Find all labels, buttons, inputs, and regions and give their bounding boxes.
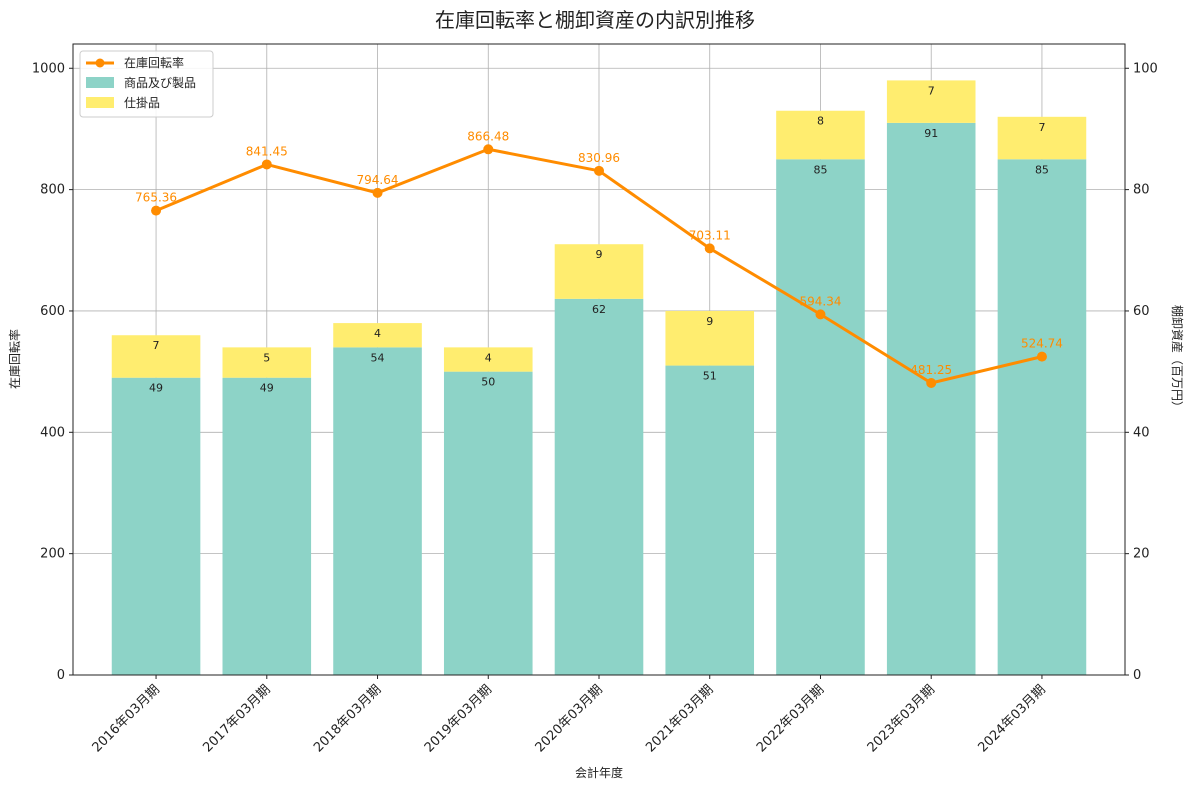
bar-wip — [443, 347, 533, 372]
bar-layer: 49 7 49 5 54 4 50 4 62 9 51 9 85 8 91 7 85 7 — [111, 80, 1087, 676]
turnover-label: 866.48 — [467, 129, 509, 143]
turnover-point — [261, 159, 272, 170]
x-tick-label: 2017年03月期 — [200, 682, 273, 755]
y-axis-right-label: 棚卸資産（百万円） — [1170, 305, 1185, 413]
legend-bar-swatch — [86, 77, 114, 88]
bar-wip — [111, 335, 201, 378]
x-axis-label: 会計年度 — [575, 765, 623, 780]
y-left-tick-label: 1000 — [32, 61, 65, 76]
y-right-tick-label: 40 — [1133, 425, 1150, 440]
chart-title: 在庫回転率と棚卸資産の内訳別推移 — [435, 8, 755, 32]
bar-products-label: 51 — [703, 370, 717, 383]
bar-products — [222, 377, 312, 675]
bar-products — [776, 159, 865, 676]
turnover-label: 794.64 — [357, 173, 399, 187]
legend-bar-swatch — [86, 97, 114, 108]
x-tick-label: 2023年03月期 — [865, 682, 938, 755]
turnover-point — [483, 144, 494, 155]
bar-wip — [665, 310, 755, 366]
turnover-label: 481.25 — [910, 363, 952, 377]
turnover-label: 703.11 — [689, 228, 731, 242]
bar-products — [665, 365, 755, 675]
x-tick-label: 2018年03月期 — [311, 682, 384, 755]
legend-label: 商品及び製品 — [124, 75, 196, 90]
bar-products — [333, 347, 422, 675]
y-axis-left-label: 在庫回転率 — [7, 329, 22, 389]
bar-wip — [333, 323, 422, 348]
turnover-label: 841.45 — [246, 144, 288, 158]
bar-products-label: 49 — [149, 382, 163, 395]
y-right-tick-label: 20 — [1133, 547, 1150, 562]
bar-wip — [776, 110, 865, 160]
bar-wip-label: 5 — [263, 351, 270, 364]
turnover-label: 830.96 — [578, 151, 620, 165]
bar-products-label: 50 — [481, 376, 495, 389]
bar-wip-label: 7 — [1038, 121, 1045, 134]
bar-wip-label: 4 — [374, 327, 381, 340]
y-right-tick-label: 100 — [1133, 61, 1158, 76]
bar-wip-label: 8 — [817, 115, 824, 128]
turnover-point — [372, 187, 383, 198]
y-right-tick-label: 0 — [1133, 668, 1141, 683]
bar-products — [997, 159, 1087, 676]
x-tick-label: 2016年03月期 — [90, 682, 163, 755]
bar-products-label: 62 — [592, 303, 606, 316]
x-tick-label: 2020年03月期 — [533, 682, 606, 755]
bar-products-label: 54 — [371, 351, 385, 364]
turnover-label: 524.74 — [1021, 337, 1063, 351]
bar-products-label: 91 — [924, 127, 938, 140]
turnover-label: 765.36 — [135, 191, 177, 205]
bar-wip — [222, 347, 312, 378]
turnover-point — [704, 243, 715, 254]
line-layer: 765.36 841.45 794.64 866.48 830.96 703.11 594.… — [135, 129, 1063, 389]
legend-label: 仕掛品 — [124, 95, 160, 110]
bar-products — [886, 122, 976, 675]
bar-wip-label: 9 — [596, 248, 603, 261]
x-tick-label: 2024年03月期 — [975, 682, 1048, 755]
bar-products-label: 85 — [813, 163, 827, 176]
turnover-label: 594.34 — [799, 294, 841, 308]
turnover-point — [1036, 351, 1047, 362]
bar-products-label: 85 — [1035, 163, 1049, 176]
y-right-tick-label: 80 — [1133, 183, 1150, 198]
bar-products — [554, 298, 644, 675]
x-tick-label: 2021年03月期 — [643, 682, 716, 755]
turnover-point — [151, 205, 162, 216]
y-left-tick-label: 800 — [40, 183, 65, 198]
bar-wip-label: 7 — [928, 84, 935, 97]
y-left-tick-label: 200 — [40, 547, 65, 562]
bar-wip — [997, 116, 1087, 160]
turnover-point — [926, 378, 937, 389]
y-left-tick-label: 0 — [57, 668, 65, 683]
bar-wip-label: 7 — [153, 339, 160, 352]
bar-products — [443, 371, 533, 675]
legend-label: 在庫回転率 — [124, 55, 184, 70]
y-right-tick-label: 60 — [1133, 304, 1150, 319]
bar-wip-label: 9 — [706, 315, 713, 328]
bar-wip — [886, 80, 976, 123]
turnover-point — [815, 309, 826, 320]
turnover-point — [594, 165, 604, 176]
x-tick-label: 2019年03月期 — [422, 682, 495, 755]
legend-line-marker — [95, 58, 105, 68]
y-left-tick-label: 600 — [40, 304, 65, 319]
y-left-tick-label: 400 — [40, 425, 65, 440]
bar-wip-label: 4 — [485, 351, 492, 364]
bar-wip — [554, 244, 644, 299]
bar-products-label: 49 — [260, 382, 274, 395]
x-tick-label: 2022年03月期 — [754, 682, 827, 755]
bar-products — [111, 377, 201, 675]
